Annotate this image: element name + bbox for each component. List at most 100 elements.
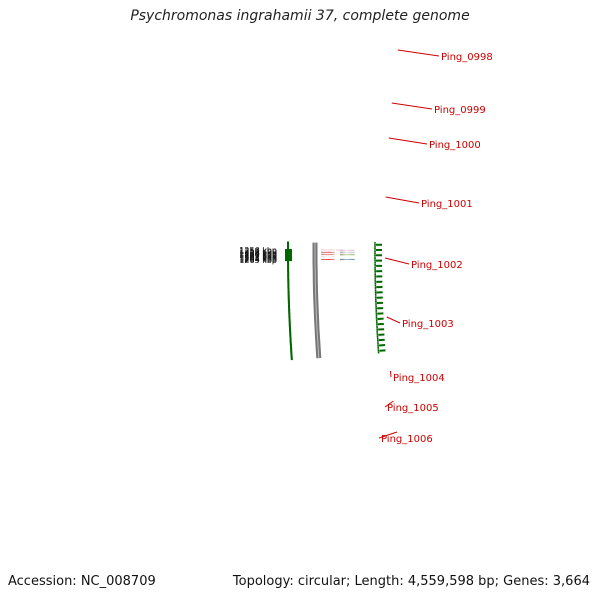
inner-dot — [374, 249, 376, 251]
gc-dot — [287, 266, 290, 269]
inner-dot — [374, 258, 376, 260]
inner-dot — [377, 348, 380, 350]
gc-dot — [288, 316, 291, 318]
gene-label: Ping_1002 — [411, 260, 463, 271]
annotated-gene-shade — [340, 258, 355, 261]
gc-dot — [287, 247, 289, 250]
label-connector — [388, 137, 428, 145]
label-connector — [391, 102, 433, 110]
gc-dot — [288, 325, 291, 328]
gc-dot — [287, 286, 290, 289]
accession-text: Accession: NC_008709 — [8, 574, 156, 589]
gc-dot — [289, 342, 292, 345]
inner-dot — [374, 274, 376, 276]
gc-dot — [289, 327, 291, 330]
inner-dot — [376, 325, 378, 327]
gc-dot — [287, 300, 290, 303]
inner-dot — [374, 277, 377, 280]
kbp-tick-label: 1261 kbp — [239, 252, 277, 261]
inner-dot — [376, 330, 378, 333]
gc-dot — [290, 349, 293, 352]
gc-dot — [289, 335, 292, 338]
inner-dot — [376, 323, 378, 326]
gc-dot — [287, 297, 290, 300]
label-connector — [384, 257, 410, 265]
kbp-tick-label: 1265 kbp — [239, 256, 277, 265]
inner-dot — [374, 245, 376, 248]
inner-dot — [374, 252, 376, 255]
kbp-tick-label: 1257 kbp — [239, 247, 277, 256]
gc-dot — [287, 303, 290, 306]
inner-dot — [375, 312, 378, 315]
annotation-track — [336, 249, 356, 261]
inner-dot — [375, 311, 378, 313]
gc-dot — [287, 287, 290, 290]
annotated-gene-shade — [340, 254, 355, 256]
inner-dot — [375, 318, 378, 320]
inner-dot — [374, 289, 377, 292]
inner-dot — [376, 337, 379, 340]
inner-dot — [374, 263, 376, 265]
label-connector — [390, 370, 392, 378]
kbp-tick-label: 1263 kbp — [239, 254, 277, 263]
inner-dot — [376, 335, 379, 338]
inner-dot — [374, 259, 376, 262]
gc-dot — [288, 318, 291, 321]
gc-dot — [290, 348, 293, 351]
gc-dot — [287, 271, 290, 273]
gc-dot — [288, 317, 291, 320]
gc-dot — [288, 311, 291, 314]
backbone-line — [312, 242, 322, 359]
gc-dot — [290, 358, 293, 361]
gene-label: Ping_1005 — [387, 403, 439, 414]
gc-dot — [288, 304, 290, 307]
gc-dot — [287, 299, 290, 302]
gc-dot — [287, 264, 290, 266]
inner-dot — [374, 291, 377, 294]
inner-dot — [375, 300, 377, 303]
gene-label: Ping_0999 — [434, 105, 486, 116]
gc-dot — [289, 331, 292, 334]
kbp-tick-label: 1264 kbp — [239, 255, 277, 264]
inner-dot — [374, 266, 376, 269]
genome-summary-text: Topology: circular; Length: 4,559,598 bp… — [232, 574, 590, 589]
inner-dot — [375, 320, 378, 322]
annotated-gene-edge — [336, 249, 340, 251]
label-connector — [386, 316, 401, 324]
gc-dot — [287, 262, 290, 265]
inner-dot — [374, 243, 376, 246]
label-connector — [378, 431, 398, 439]
inner-dot — [377, 350, 380, 352]
gene-label: Ping_0998 — [441, 52, 493, 63]
inner-dot — [374, 295, 377, 297]
inner-dot — [375, 316, 378, 318]
label-connector — [384, 400, 394, 408]
gc-dot — [289, 341, 292, 344]
gc-dot — [287, 268, 290, 271]
inner-dot — [375, 297, 377, 299]
gene-label: Ping_1003 — [402, 319, 454, 330]
inner-dot — [376, 321, 378, 324]
gene-label: Ping_1006 — [381, 434, 433, 445]
gc-dot — [287, 242, 289, 245]
gc-dot — [287, 293, 290, 296]
inner-dot — [375, 314, 378, 317]
gc-dot — [288, 307, 291, 310]
inner-dot — [374, 268, 376, 271]
gc-dot — [290, 351, 293, 354]
backbone-highlight — [314, 242, 320, 359]
gc-dot — [287, 283, 290, 286]
gc-dot — [289, 330, 292, 332]
gc-dot — [287, 294, 290, 297]
gc-dot — [289, 337, 292, 340]
forward-cds-shade — [321, 254, 335, 256]
inner-dot — [374, 242, 376, 244]
gc-dot — [288, 320, 291, 323]
gc-dot — [288, 321, 291, 324]
inner-dot — [374, 256, 376, 258]
inner-dot — [374, 254, 376, 257]
forward-cds-shade — [321, 256, 335, 258]
inner-dot — [377, 339, 379, 341]
kbp-tick-label: 1259 kbp — [239, 249, 277, 258]
gc-dot — [287, 279, 290, 282]
